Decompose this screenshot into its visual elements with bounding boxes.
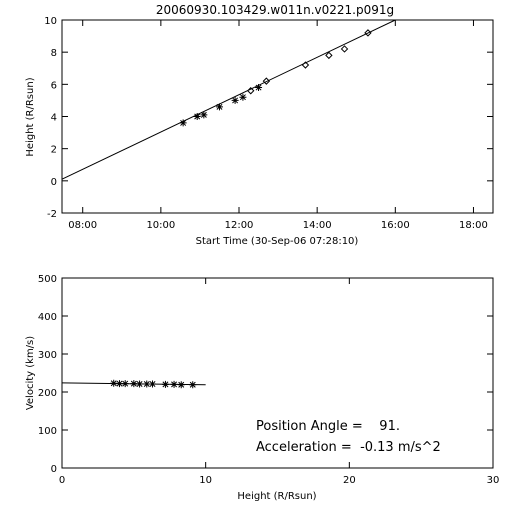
chart-title: 20060930.103429.w011n.v0221.p091g (156, 3, 394, 17)
top-axis-ticks: 08:00 10:00 12:00 14:00 16:00 18:00 -2 0 2 4 6 8 10 (44, 16, 493, 231)
bottom-x-tick-label: 20 (343, 475, 356, 486)
top-plot-frame (61, 19, 494, 214)
top-y-tick-label: 0 (51, 177, 57, 188)
bottom-y-tick-label: 500 (38, 274, 57, 285)
position-angle-annotation: Position Angle = 91. (256, 419, 400, 434)
top-y-tick-label: 6 (51, 80, 57, 91)
acceleration-annotation: Acceleration = -0.13 m/s^2 (256, 440, 441, 455)
bottom-y-tick-label: 400 (38, 312, 57, 323)
bottom-plot-marks (61, 379, 206, 389)
bottom-x-tick-label: 10 (199, 475, 212, 486)
top-x-tick-label: 14:00 (303, 220, 332, 231)
bottom-x-tick-label: 30 (487, 475, 500, 486)
top-x-tick-label: 12:00 (225, 220, 254, 231)
top-fit-line (61, 19, 396, 180)
bottom-x-axis-label: Height (R/Rsun) (237, 491, 316, 502)
top-y-axis-label: Height (R/Rsun) (25, 77, 36, 156)
top-x-tick-label: 16:00 (381, 220, 410, 231)
top-y-tick-label: -2 (47, 209, 57, 220)
top-y-tick-label: 4 (51, 113, 57, 124)
top-asterisk-point (239, 93, 247, 101)
top-asterisk-point (215, 103, 223, 111)
top-y-tick-label: 8 (51, 48, 57, 59)
top-y-tick-label: 10 (44, 16, 57, 27)
top-diamond-point (325, 51, 333, 60)
bottom-y-tick-label: 300 (38, 350, 57, 361)
bottom-y-tick-label: 200 (38, 388, 57, 399)
top-asterisk-point (193, 113, 201, 120)
bottom-y-tick-label: 100 (38, 426, 57, 437)
bottom-y-tick-label: 0 (51, 464, 57, 475)
top-x-tick-label: 10:00 (146, 220, 175, 231)
top-y-tick-label: 2 (51, 145, 57, 156)
bottom-fit-line (61, 382, 206, 386)
top-x-tick-label: 08:00 (68, 220, 97, 231)
bottom-plot-frame (61, 277, 494, 469)
top-asterisk-point (200, 111, 208, 119)
top-asterisk-point (255, 84, 263, 92)
bottom-x-tick-label: 0 (59, 475, 65, 486)
top-plot-marks (61, 19, 396, 180)
top-asterisk-point (231, 96, 239, 104)
top-x-axis-label: Start Time (30-Sep-06 07:28:10) (196, 236, 359, 247)
top-asterisk-point (179, 119, 187, 127)
top-diamond-point (340, 45, 349, 53)
top-x-tick-label: 18:00 (459, 220, 488, 231)
bottom-y-axis-label: Velocity (km/s) (25, 336, 36, 410)
